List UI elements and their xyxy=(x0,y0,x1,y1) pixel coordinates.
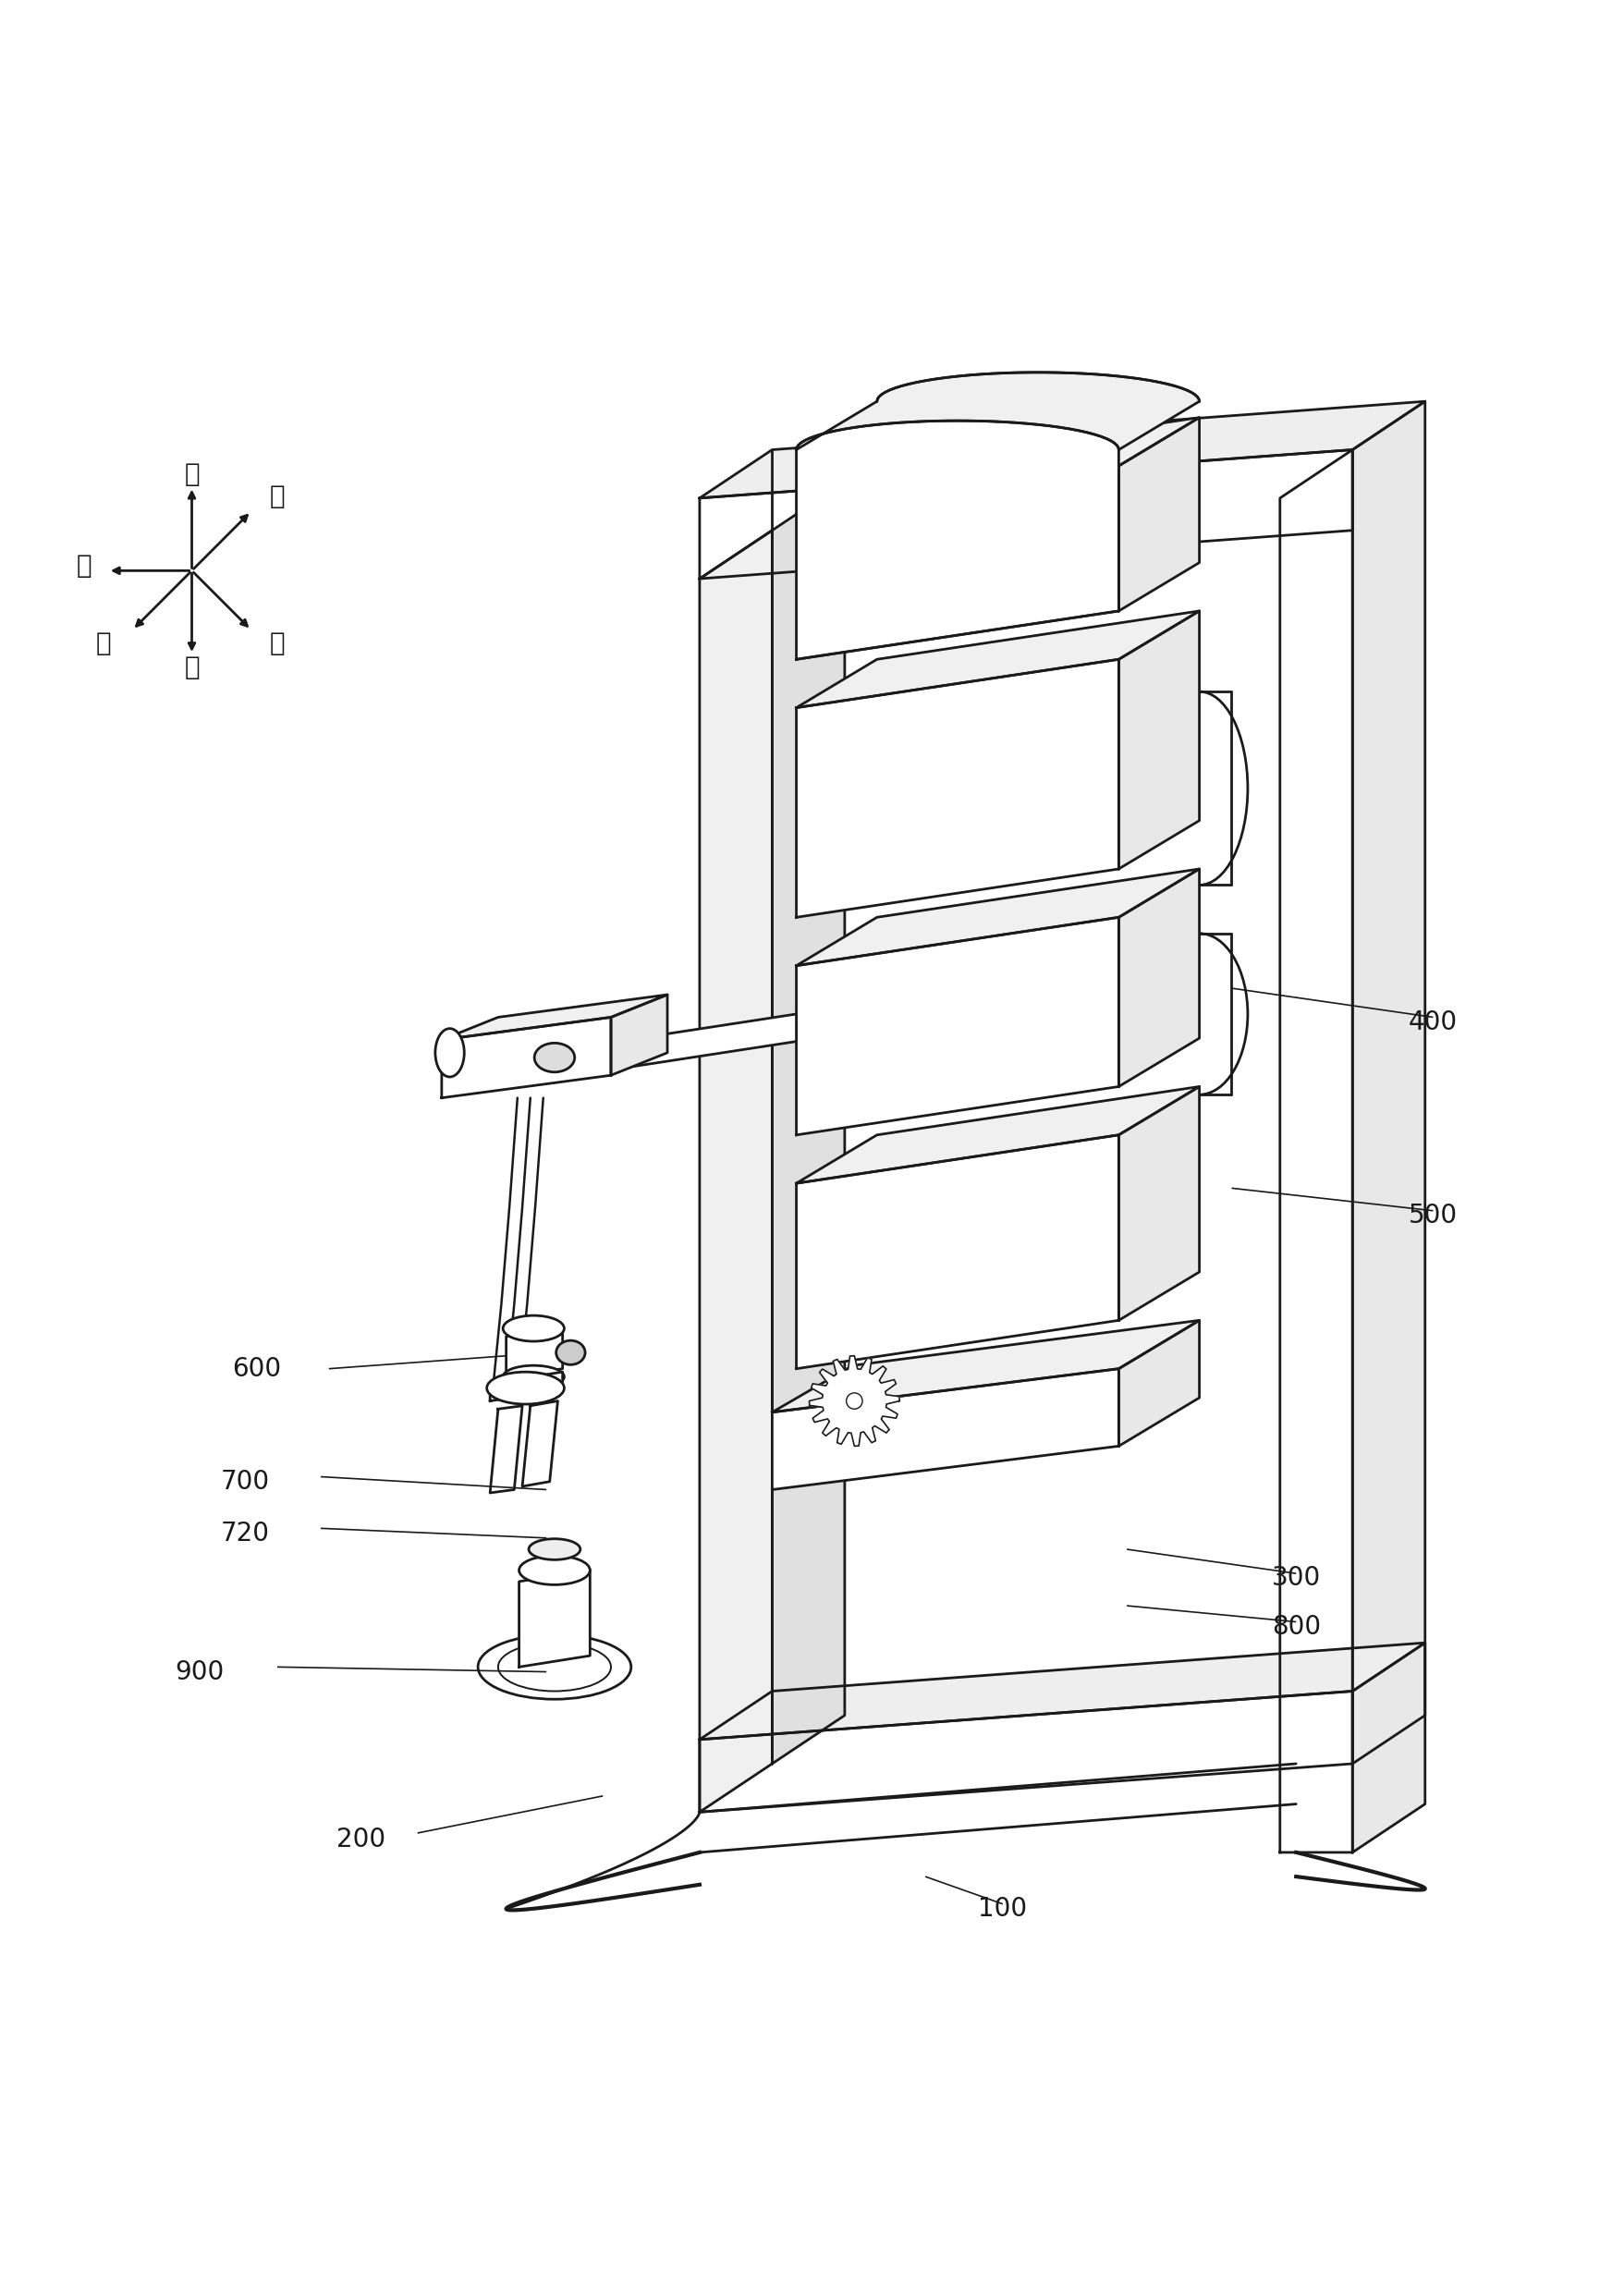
Polygon shape xyxy=(700,1692,1351,1813)
Polygon shape xyxy=(1117,1086,1199,1321)
Polygon shape xyxy=(796,658,1117,917)
Ellipse shape xyxy=(518,1557,590,1584)
Polygon shape xyxy=(1280,450,1351,1852)
Text: 300: 300 xyxy=(1270,1566,1320,1591)
Polygon shape xyxy=(796,869,1199,965)
Polygon shape xyxy=(1351,1644,1424,1765)
Text: 前: 前 xyxy=(96,631,110,656)
Text: 800: 800 xyxy=(1272,1614,1320,1639)
Polygon shape xyxy=(518,1570,590,1666)
Polygon shape xyxy=(796,1086,1199,1184)
Polygon shape xyxy=(554,1015,796,1079)
Text: 100: 100 xyxy=(978,1895,1026,1923)
Ellipse shape xyxy=(499,1644,611,1692)
Polygon shape xyxy=(507,1328,562,1376)
Polygon shape xyxy=(796,917,1117,1134)
Polygon shape xyxy=(521,1401,557,1486)
Polygon shape xyxy=(611,994,667,1074)
Text: 720: 720 xyxy=(221,1520,270,1545)
Polygon shape xyxy=(796,466,1117,658)
Polygon shape xyxy=(1351,402,1424,1852)
Text: 下: 下 xyxy=(184,654,200,681)
Ellipse shape xyxy=(503,1365,564,1388)
Ellipse shape xyxy=(528,1538,580,1559)
Ellipse shape xyxy=(846,1392,862,1408)
Polygon shape xyxy=(796,1134,1117,1369)
Ellipse shape xyxy=(503,1314,564,1342)
Ellipse shape xyxy=(435,1029,464,1077)
Polygon shape xyxy=(700,530,771,1813)
Polygon shape xyxy=(796,418,1199,514)
Text: 400: 400 xyxy=(1408,1008,1457,1036)
Ellipse shape xyxy=(534,1042,575,1072)
Text: 700: 700 xyxy=(221,1468,270,1495)
Polygon shape xyxy=(1117,610,1199,869)
Polygon shape xyxy=(1117,418,1199,610)
Text: 上: 上 xyxy=(184,462,200,487)
Text: 500: 500 xyxy=(1408,1202,1457,1228)
Polygon shape xyxy=(700,1644,1424,1740)
Polygon shape xyxy=(796,373,1199,450)
Polygon shape xyxy=(1117,1321,1199,1447)
Text: 左: 左 xyxy=(270,631,284,656)
Polygon shape xyxy=(700,402,1424,498)
Polygon shape xyxy=(490,1372,562,1401)
Polygon shape xyxy=(809,1356,900,1447)
Ellipse shape xyxy=(555,1340,585,1365)
Ellipse shape xyxy=(477,1634,630,1698)
Text: 后: 后 xyxy=(270,485,284,510)
Polygon shape xyxy=(771,1321,1199,1413)
Text: 200: 200 xyxy=(336,1827,385,1852)
Polygon shape xyxy=(796,421,1117,610)
Text: 600: 600 xyxy=(232,1356,281,1381)
Polygon shape xyxy=(771,482,844,1765)
Polygon shape xyxy=(442,1017,611,1097)
Ellipse shape xyxy=(487,1372,564,1404)
Polygon shape xyxy=(1117,869,1199,1086)
Text: 900: 900 xyxy=(175,1660,224,1685)
Polygon shape xyxy=(490,1406,521,1493)
Polygon shape xyxy=(771,1369,1117,1490)
Polygon shape xyxy=(442,994,667,1040)
Polygon shape xyxy=(700,450,1351,578)
Polygon shape xyxy=(796,610,1199,709)
Text: 右: 右 xyxy=(76,553,91,578)
